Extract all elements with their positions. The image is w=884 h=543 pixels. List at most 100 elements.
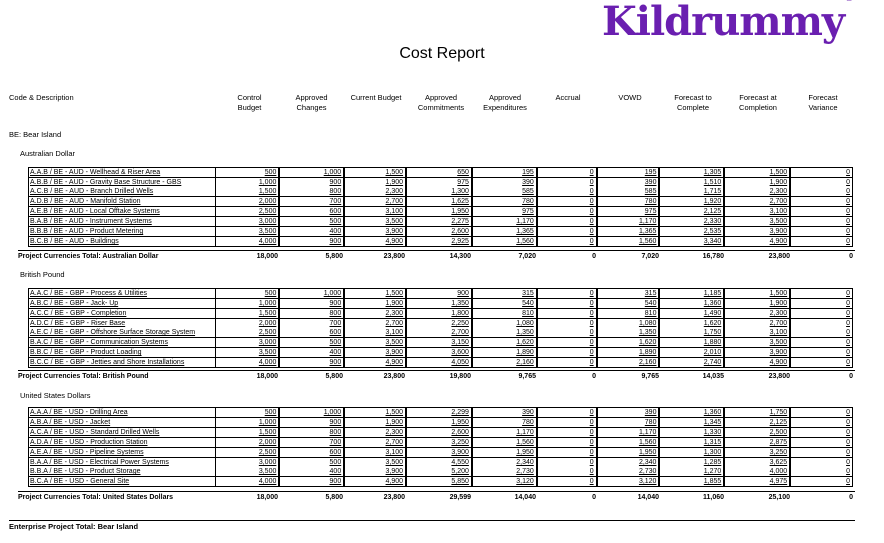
- cell-code-description: A.B.A / BE - USD - Jacket: [29, 418, 216, 427]
- total-label: Project Currencies Total: Australian Dol…: [18, 253, 159, 260]
- header-control-budget: Control Budget: [237, 93, 262, 112]
- cell-forecast-at-completion: 3,900: [725, 227, 792, 236]
- cell-code-description: A.D.B / BE - AUD - Manifold Station: [29, 197, 216, 206]
- cell-forecast-variance: 0: [846, 429, 850, 436]
- cell-control-budget: 4,000: [216, 358, 281, 367]
- table-row: A.D.B / BE - AUD - Manifold Station 2,000…: [29, 196, 852, 206]
- total-approved-commitments: 19,800: [449, 373, 471, 380]
- cell-current-budget: 2,700: [345, 319, 408, 328]
- cell-approved-expenditures: 2,160: [473, 358, 538, 367]
- total-accrual: 0: [592, 494, 596, 501]
- cell-approved-changes: 500: [280, 217, 346, 226]
- cell-approved-expenditures: 1,080: [473, 319, 538, 328]
- cell-accrual: 0: [538, 319, 598, 328]
- cell-approved-changes: 600: [280, 448, 346, 457]
- cell-code-description: A.C.B / BE - AUD - Branch Drilled Wells: [29, 187, 216, 196]
- cell-current-budget: 3,900: [345, 348, 408, 357]
- cell-approved-changes: 700: [280, 197, 346, 206]
- total-forecast-at-completion: 25,100: [768, 494, 790, 501]
- cell-code-description: B.C.B / BE - AUD - Buildings: [29, 237, 216, 246]
- cell-code-description: A.A.C / BE - GBP - Process & Utilities: [29, 289, 216, 298]
- cell-vowd: 585: [598, 187, 661, 196]
- header-vowd: VOWD: [618, 93, 642, 102]
- cell-approved-expenditures: 315: [473, 289, 538, 298]
- cell-forecast-to-complete: 1,345: [660, 418, 726, 427]
- cell-forecast-to-complete: 1,750: [660, 328, 726, 337]
- total-forecast-variance: 0: [849, 253, 853, 260]
- cell-approved-commitments: 1,950: [407, 418, 473, 427]
- cell-accrual: 0: [538, 338, 598, 347]
- cell-vowd: 780: [598, 197, 661, 206]
- cell-vowd: 2,730: [598, 467, 661, 476]
- cell-control-budget: 500: [216, 289, 281, 298]
- cell-forecast-at-completion: 3,500: [725, 217, 792, 226]
- cell-forecast-at-completion: 3,625: [725, 458, 792, 467]
- cell-accrual: 0: [538, 237, 598, 246]
- cell-vowd: 975: [598, 207, 661, 216]
- table-row: B.B.C / BE - GBP - Product Loading 3,500 4…: [29, 347, 852, 357]
- header-approved-expenditures: Approved Expenditures: [483, 93, 527, 112]
- cell-forecast-at-completion: 1,750: [725, 408, 792, 417]
- total-approved-changes: 5,800: [325, 253, 343, 260]
- cell-approved-expenditures: 390: [473, 408, 538, 417]
- cell-approved-expenditures: 390: [473, 178, 538, 187]
- cell-forecast-to-complete: 1,185: [660, 289, 726, 298]
- table-row: A.B.C / BE - GBP - Jack- Up 1,000 900 1,900…: [29, 298, 852, 308]
- cell-current-budget: 1,500: [345, 289, 408, 298]
- cost-table-usd: A.A.A / BE - USD - Drilling Area 500 1,000…: [28, 407, 853, 487]
- cell-current-budget: 2,300: [345, 187, 408, 196]
- cell-current-budget: 1,500: [345, 408, 408, 417]
- cell-vowd: 1,560: [598, 237, 661, 246]
- cell-forecast-variance: 0: [846, 329, 850, 336]
- cell-approved-commitments: 2,925: [407, 237, 473, 246]
- cell-accrual: 0: [538, 299, 598, 308]
- cell-forecast-at-completion: 2,875: [725, 438, 792, 447]
- table-row: A.C.B / BE - AUD - Branch Drilled Wells 1…: [29, 187, 852, 196]
- cell-forecast-variance: 0: [846, 208, 850, 215]
- cell-approved-expenditures: 2,340: [473, 458, 538, 467]
- cell-approved-changes: 600: [280, 207, 346, 216]
- cell-vowd: 390: [598, 178, 661, 187]
- cell-forecast-to-complete: 1,330: [660, 428, 726, 437]
- cell-approved-expenditures: 780: [473, 197, 538, 206]
- cell-forecast-to-complete: 1,285: [660, 458, 726, 467]
- total-approved-expenditures: 9,765: [518, 373, 536, 380]
- cell-forecast-at-completion: 2,500: [725, 428, 792, 437]
- total-approved-changes: 5,800: [325, 373, 343, 380]
- cell-approved-commitments: 2,700: [407, 328, 473, 337]
- total-forecast-to-complete: 14,035: [702, 373, 724, 380]
- cell-code-description: A.C.A / BE - USD - Standard Drilled Well…: [29, 428, 216, 437]
- cell-forecast-variance: 0: [846, 320, 850, 327]
- cell-approved-expenditures: 1,890: [473, 348, 538, 357]
- cell-approved-expenditures: 3,120: [473, 477, 538, 486]
- cell-approved-commitments: 2,299: [407, 408, 473, 417]
- cell-approved-changes: 500: [280, 458, 346, 467]
- header-forecast-at-completion: Forecast at Completion: [739, 93, 777, 112]
- cell-approved-commitments: 5,200: [407, 467, 473, 476]
- cell-forecast-at-completion: 4,000: [725, 467, 792, 476]
- cell-forecast-at-completion: 3,250: [725, 448, 792, 457]
- cell-current-budget: 1,900: [345, 418, 408, 427]
- cell-forecast-to-complete: 1,510: [660, 178, 726, 187]
- cell-forecast-at-completion: 3,100: [725, 207, 792, 216]
- cell-current-budget: 3,900: [345, 227, 408, 236]
- total-control-budget: 18,000: [256, 253, 278, 260]
- cell-forecast-variance: 0: [846, 310, 850, 317]
- table-row: A.E.C / BE - GBP - Offshore Surface Stor…: [29, 328, 852, 337]
- cell-forecast-variance: 0: [846, 459, 850, 466]
- cell-approved-changes: 900: [280, 358, 346, 367]
- cell-vowd: 1,170: [598, 217, 661, 226]
- cell-approved-commitments: 2,600: [407, 227, 473, 236]
- cell-approved-commitments: 1,350: [407, 299, 473, 308]
- cell-approved-expenditures: 195: [473, 168, 538, 177]
- cell-vowd: 315: [598, 289, 661, 298]
- cell-approved-expenditures: 780: [473, 418, 538, 427]
- cell-current-budget: 3,500: [345, 217, 408, 226]
- cell-forecast-at-completion: 4,900: [725, 237, 792, 246]
- cell-accrual: 0: [538, 328, 598, 337]
- cell-forecast-at-completion: 2,300: [725, 309, 792, 318]
- cell-control-budget: 1,000: [216, 178, 281, 187]
- cell-approved-commitments: 4,050: [407, 358, 473, 367]
- table-row: B.B.A / BE - USD - Product Storage 3,500 4…: [29, 467, 852, 476]
- cell-approved-changes: 500: [280, 338, 346, 347]
